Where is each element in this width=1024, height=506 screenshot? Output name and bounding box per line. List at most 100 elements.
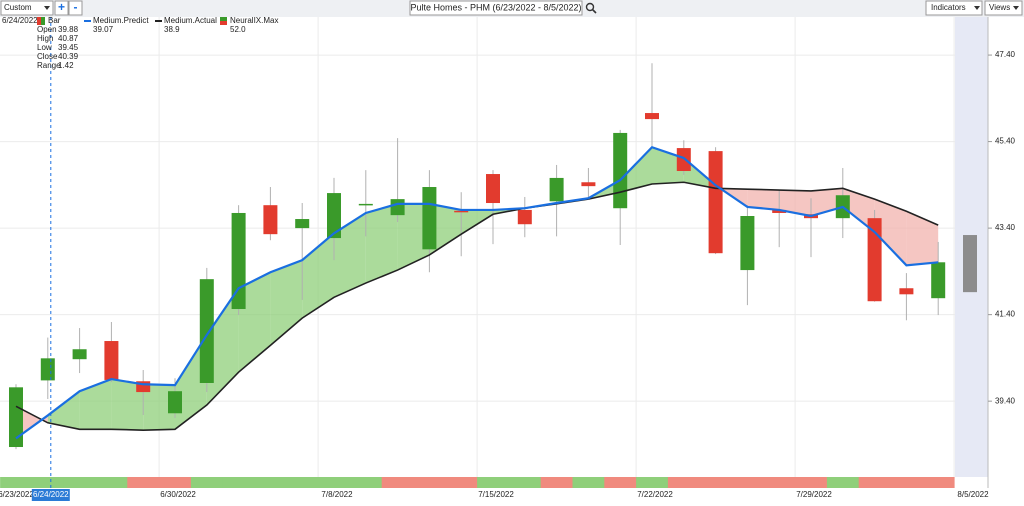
candle-body — [645, 113, 659, 120]
x-tick-label: 8/5/2022 — [957, 490, 989, 499]
y-tick-label: 39.40 — [995, 396, 1016, 405]
info-value: 38.9 — [164, 25, 180, 34]
x-tick-label: 7/29/2022 — [796, 490, 832, 499]
candle-body — [104, 341, 119, 380]
info-label: Open — [37, 25, 57, 34]
spread-fill — [620, 147, 652, 193]
x-tick-label: 6/30/2022 — [160, 490, 196, 499]
remove-button[interactable] — [68, 0, 83, 16]
signal-segment — [254, 477, 287, 488]
signal-segment — [286, 477, 319, 488]
signal-segment — [413, 477, 446, 488]
title-box — [409, 0, 583, 16]
signal-segment — [508, 477, 542, 488]
signal-segment — [0, 477, 33, 488]
add-button[interactable] — [54, 0, 69, 16]
candle-body — [295, 219, 310, 229]
info-value: 40.39 — [58, 52, 79, 61]
candle-body — [422, 187, 437, 250]
x-tick-label: 6/24/2022 — [33, 490, 69, 499]
spread-fill — [16, 406, 48, 439]
date-highlight — [31, 489, 70, 501]
candle-body — [549, 177, 564, 202]
legend-icon — [37, 17, 41, 25]
x-tick-label: 7/8/2022 — [321, 490, 353, 499]
search-icon-handle — [591, 8, 597, 14]
views-label: Views — [989, 3, 1010, 12]
chart-title: Pulte Homes - PHM (6/23/2022 - 8/5/2022) — [410, 2, 581, 12]
signal-segment — [540, 477, 573, 488]
candle-body — [676, 148, 691, 172]
views-button[interactable] — [984, 0, 1023, 16]
signal-segment — [922, 477, 955, 488]
signal-segment — [763, 477, 796, 488]
signal-segment — [795, 477, 828, 488]
candle-body — [613, 132, 628, 209]
spread-fill — [111, 379, 144, 431]
x-tick-label: 6/23/2022 — [0, 490, 34, 499]
candle-body — [327, 193, 341, 239]
signal-segment — [445, 477, 478, 488]
candle-body — [136, 381, 151, 393]
forecast-band — [963, 235, 977, 293]
candle-body — [486, 174, 500, 204]
indicators-button[interactable] — [925, 0, 983, 16]
signal-segment — [699, 477, 732, 488]
signal-segment — [572, 477, 605, 488]
dropdown-arrow — [1013, 6, 1019, 10]
legend-icon — [41, 17, 45, 25]
signal-segment — [222, 477, 255, 488]
spread-fill — [874, 199, 907, 266]
signal-segment — [731, 477, 764, 488]
spread-fill — [79, 379, 112, 430]
candle-body — [263, 205, 278, 235]
signal-segment — [604, 477, 637, 488]
info-label: Range — [37, 61, 61, 70]
spread-fill — [365, 203, 398, 284]
info-value: 39.45 — [58, 43, 79, 52]
legend-icon — [220, 21, 227, 25]
spread-fill — [779, 190, 811, 217]
range-select[interactable] — [0, 0, 54, 16]
spread-fill — [206, 288, 239, 406]
signal-segment — [127, 477, 160, 488]
x-tick-label: 7/22/2022 — [637, 490, 673, 499]
indicators-label: Indicators — [931, 3, 966, 12]
dropdown-arrow — [44, 6, 50, 10]
remove-label: - — [74, 0, 78, 14]
candle-body — [740, 216, 755, 271]
legend-label: NeuralIX.Max — [230, 16, 278, 25]
signal-segment — [381, 477, 414, 488]
series-line — [15, 181, 939, 431]
add-label: + — [58, 0, 65, 14]
candle-body — [931, 262, 946, 299]
candle-body — [168, 391, 182, 414]
signal-segment — [159, 477, 192, 488]
signal-segment — [95, 477, 128, 488]
spread-fill — [842, 188, 875, 233]
signal-segment — [858, 477, 891, 488]
signal-segment — [349, 477, 383, 488]
legend-icon — [220, 17, 227, 21]
spread-fill — [334, 212, 366, 298]
spread-fill — [47, 391, 80, 430]
candle-body — [517, 209, 532, 225]
spread-fill — [429, 203, 462, 255]
candle-body — [867, 218, 882, 302]
range-select-label: Custom — [4, 3, 32, 12]
info-value: 40.87 — [58, 34, 79, 43]
signal-segment — [190, 477, 224, 488]
signal-segment — [667, 477, 701, 488]
info-value: 52.0 — [230, 25, 246, 34]
candle-body — [40, 358, 55, 381]
candle-body — [390, 199, 405, 216]
info-label: Low — [37, 43, 52, 52]
candle-body — [454, 210, 469, 213]
candle-body — [199, 279, 214, 383]
candle-body — [581, 182, 596, 187]
search-icon[interactable] — [585, 2, 595, 12]
signal-segment — [31, 477, 65, 488]
y-tick-label: 43.40 — [995, 223, 1016, 232]
info-value: 1.42 — [58, 61, 74, 70]
